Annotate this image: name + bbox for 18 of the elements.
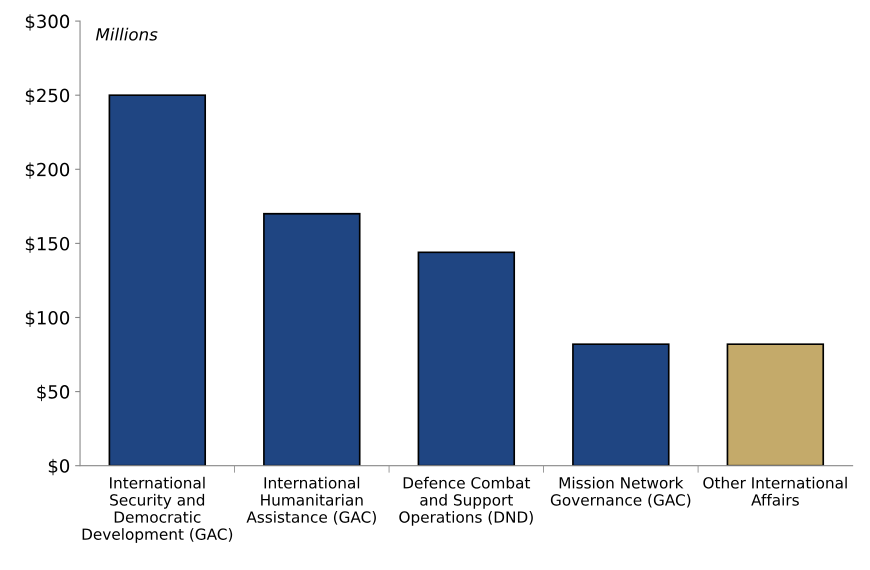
y-tick-label: $100 [26, 310, 70, 328]
bar [263, 212, 361, 466]
x-tick-label: International Security and Democratic Development (GAC) [82, 476, 232, 543]
x-tick-label: Other International Affairs [703, 476, 847, 506]
y-tick-label: $200 [26, 162, 70, 179]
bar [726, 343, 824, 466]
y-tick-label: $50 [37, 384, 70, 402]
x-tick-label: International Humanitarian Assistance (GAC) [246, 476, 376, 525]
y-tick-label: $250 [26, 88, 70, 105]
x-tick-label: Mission Network Governance (GAC) [550, 476, 690, 508]
y-tick-label: $0 [48, 458, 70, 476]
y-tick-label: $300 [26, 14, 70, 31]
annotation: Millions [96, 28, 158, 41]
bar [108, 94, 206, 466]
bar [572, 343, 670, 466]
y-tick-label: $150 [26, 236, 70, 253]
x-tick-label: Defence Combat and Support Operations (DND) [399, 476, 533, 526]
bar [418, 251, 516, 466]
